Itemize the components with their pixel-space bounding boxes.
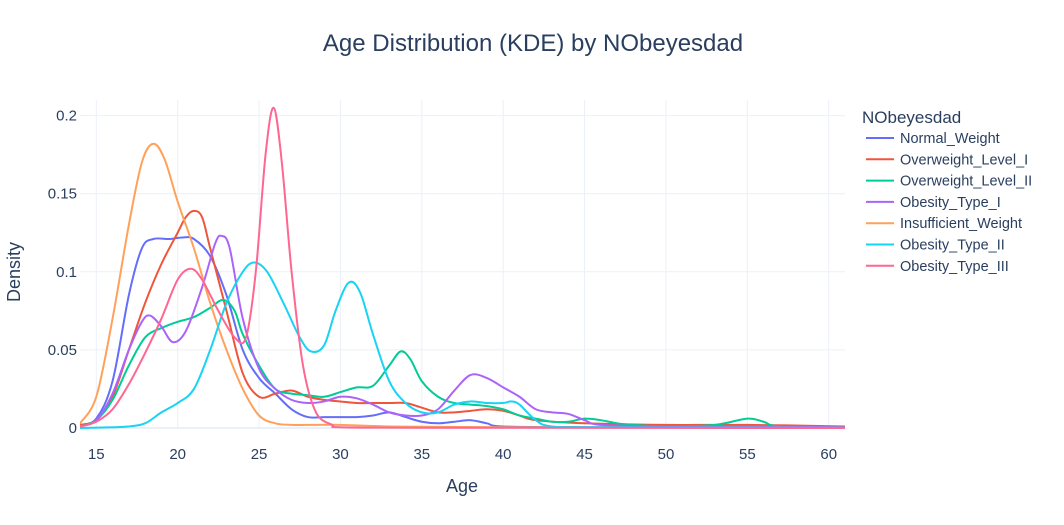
legend-label: Normal_Weight <box>900 131 1000 147</box>
x-tick-label: 50 <box>658 446 675 463</box>
y-tick-label: 0.05 <box>48 342 77 359</box>
x-axis-title: Age <box>446 476 478 496</box>
chart-title: Age Distribution (KDE) by NObeyesdad <box>323 30 743 57</box>
x-tick-label: 35 <box>413 446 430 463</box>
x-tick-label: 15 <box>88 446 105 463</box>
series-group <box>80 106 845 429</box>
legend-label: Insufficient_Weight <box>900 216 1022 232</box>
x-tick-label: 20 <box>169 446 186 463</box>
grid <box>80 100 845 429</box>
series-line-obesity-type-ii[interactable] <box>80 261 845 429</box>
y-axis-title: Density <box>4 242 24 302</box>
legend-label: Overweight_Level_I <box>900 152 1028 168</box>
legend-item-obesity-type-iii[interactable]: Obesity_Type_III <box>866 259 1009 275</box>
series-line-overweight-level-ii[interactable] <box>80 298 845 429</box>
series-line-normal-weight[interactable] <box>80 236 845 429</box>
y-tick-label: 0.2 <box>56 108 77 125</box>
legend[interactable]: NObeyesdad Normal_Weight Overweight_Level… <box>862 108 1032 275</box>
x-tick-label: 40 <box>495 446 512 463</box>
legend-label: Obesity_Type_II <box>900 238 1005 254</box>
y-tick-label: 0 <box>69 420 77 437</box>
legend-title: NObeyesdad <box>862 108 961 127</box>
series-line-overweight-level-i[interactable] <box>80 209 845 428</box>
legend-label: Obesity_Type_III <box>900 259 1009 275</box>
legend-item-overweight-level-ii[interactable]: Overweight_Level_II <box>866 174 1032 190</box>
y-tick-label: 0.15 <box>48 186 77 203</box>
legend-item-obesity-type-i[interactable]: Obesity_Type_I <box>866 195 1001 211</box>
legend-item-normal-weight[interactable]: Normal_Weight <box>866 131 1000 147</box>
x-tick-label: 30 <box>332 446 349 463</box>
legend-item-obesity-type-ii[interactable]: Obesity_Type_II <box>866 238 1005 254</box>
legend-label: Overweight_Level_II <box>900 174 1032 190</box>
legend-item-overweight-level-i[interactable]: Overweight_Level_I <box>866 152 1028 168</box>
legend-item-insufficient-weight[interactable]: Insufficient_Weight <box>866 216 1022 232</box>
series-line-obesity-type-iii[interactable] <box>80 106 845 429</box>
y-axis: 0 0.05 0.1 0.15 0.2 <box>48 108 77 437</box>
x-tick-label: 25 <box>251 446 268 463</box>
x-tick-label: 45 <box>576 446 593 463</box>
x-tick-label: 60 <box>820 446 837 463</box>
series-line-obesity-type-i[interactable] <box>80 234 845 429</box>
legend-label: Obesity_Type_I <box>900 195 1001 211</box>
x-axis: 15 20 25 30 35 40 45 50 55 60 <box>88 446 837 463</box>
series-line-insufficient-weight[interactable] <box>80 142 845 429</box>
y-tick-label: 0.1 <box>56 264 77 281</box>
x-tick-label: 55 <box>739 446 756 463</box>
